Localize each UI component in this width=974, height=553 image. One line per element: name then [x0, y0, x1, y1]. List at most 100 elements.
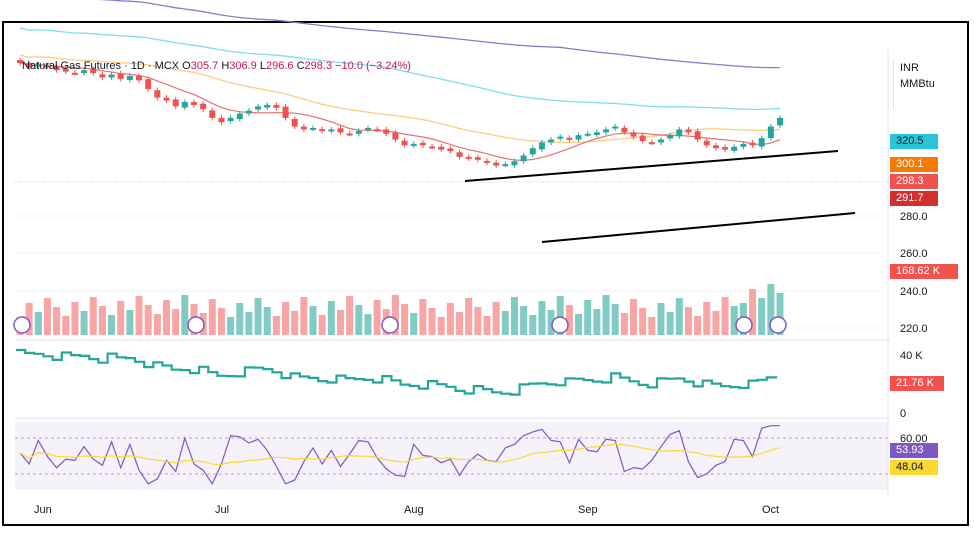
- candle-body: [227, 117, 234, 122]
- unit-selector[interactable]: INR MMBtu: [893, 60, 958, 110]
- candle-body: [621, 127, 628, 133]
- candle-body: [392, 132, 399, 140]
- rsi-tick: 60.00: [900, 433, 928, 445]
- volume-bar: [492, 302, 500, 335]
- volume-bar: [776, 293, 784, 335]
- candle-body: [593, 132, 600, 135]
- candle-body: [99, 74, 106, 78]
- volume-bar: [483, 316, 491, 335]
- volume-bar: [254, 298, 262, 335]
- volume-bar: [465, 298, 473, 335]
- candle-body: [429, 146, 436, 149]
- volume-bar: [217, 308, 225, 335]
- volume-bar: [629, 299, 637, 335]
- candle-body: [374, 129, 381, 132]
- candle-body: [722, 147, 729, 150]
- volume-bar: [639, 308, 647, 335]
- candle-body: [71, 72, 78, 75]
- rsi-line: [19, 425, 780, 486]
- volume-bar: [620, 313, 628, 335]
- candle-body: [328, 129, 335, 132]
- volume-bar: [62, 316, 70, 335]
- candle-body: [493, 162, 500, 166]
- candle-body: [603, 129, 610, 133]
- volume-bar: [446, 303, 454, 335]
- oi-tick: 40 K: [900, 350, 923, 362]
- volume-bar: [758, 298, 766, 335]
- volume-bar: [648, 317, 656, 335]
- candle-body: [612, 126, 619, 129]
- candle-body: [44, 65, 51, 68]
- candle-body: [117, 73, 124, 79]
- volume-bar: [80, 311, 88, 335]
- ma-fast-line: [19, 62, 781, 162]
- volume-bar: [712, 311, 720, 335]
- volume-bar: [565, 305, 573, 335]
- candle-body: [108, 74, 115, 78]
- candle-body: [17, 60, 23, 63]
- candle-body: [163, 97, 170, 101]
- oi-tick: 0: [900, 408, 907, 420]
- x-tick: Aug: [404, 504, 424, 516]
- candle-body: [648, 142, 655, 145]
- volume-bar: [43, 298, 51, 335]
- price-tag-last: 298.3: [890, 174, 938, 189]
- candle-body: [145, 79, 152, 89]
- candle-body: [767, 126, 774, 139]
- candle-body: [337, 128, 344, 133]
- volume-bar: [602, 295, 610, 335]
- volume-bar: [364, 314, 372, 335]
- volume-bar: [675, 298, 683, 335]
- x-tick: Sep: [578, 504, 598, 516]
- candle-body: [685, 129, 692, 133]
- candle-body: [126, 76, 133, 81]
- volume-bar: [538, 301, 546, 335]
- candle-body: [291, 119, 298, 127]
- volume-bar: [181, 295, 189, 335]
- candle-body: [200, 103, 207, 110]
- volume-bar: [410, 313, 418, 335]
- candle-body: [35, 64, 42, 67]
- ma-long-line: [99, 0, 780, 69]
- volume-bar: [309, 306, 317, 335]
- volume-bar: [355, 305, 363, 335]
- volume-bar: [584, 300, 592, 335]
- candle-body: [712, 145, 719, 149]
- candle-body: [282, 106, 289, 118]
- volume-bar: [336, 310, 344, 335]
- volume-bar: [291, 311, 299, 335]
- candle-body: [81, 70, 88, 74]
- volume-bar: [346, 296, 354, 335]
- ma-slow-line: [19, 27, 781, 111]
- candle-body: [401, 140, 408, 146]
- volume-bar: [71, 302, 79, 335]
- candle-body: [236, 113, 243, 120]
- price-tag-ma-fast: 291.7: [890, 191, 938, 206]
- volume-bar: [245, 312, 253, 335]
- candle-body: [172, 99, 179, 107]
- volume-bar: [657, 303, 665, 335]
- event-icon: [187, 316, 205, 334]
- candle-body: [300, 126, 307, 130]
- candle-body: [529, 148, 536, 155]
- candle-body: [346, 133, 353, 136]
- volume-bar: [593, 309, 601, 335]
- candle-body: [557, 136, 564, 139]
- volume-bar: [456, 312, 464, 335]
- high-value: 306.9: [229, 60, 257, 72]
- candle-body: [26, 63, 33, 68]
- volume-bar: [749, 289, 757, 335]
- candle-body: [310, 128, 317, 130]
- symbol-title[interactable]: Natural Gas Futures · 1D · MCX: [22, 60, 180, 72]
- volume-bar: [730, 306, 738, 335]
- candle-body: [355, 130, 362, 134]
- volume-bar: [373, 300, 381, 335]
- channel-upper-line: [464, 150, 839, 182]
- symbol-header: Natural Gas Futures · 1D · MCX O305.7 H3…: [22, 60, 411, 72]
- volume-bar: [694, 316, 702, 335]
- candle-body: [364, 128, 371, 130]
- measure-label: MMBtu: [900, 78, 935, 90]
- price-tick: 240.0: [900, 286, 928, 298]
- volume-bar: [53, 307, 61, 335]
